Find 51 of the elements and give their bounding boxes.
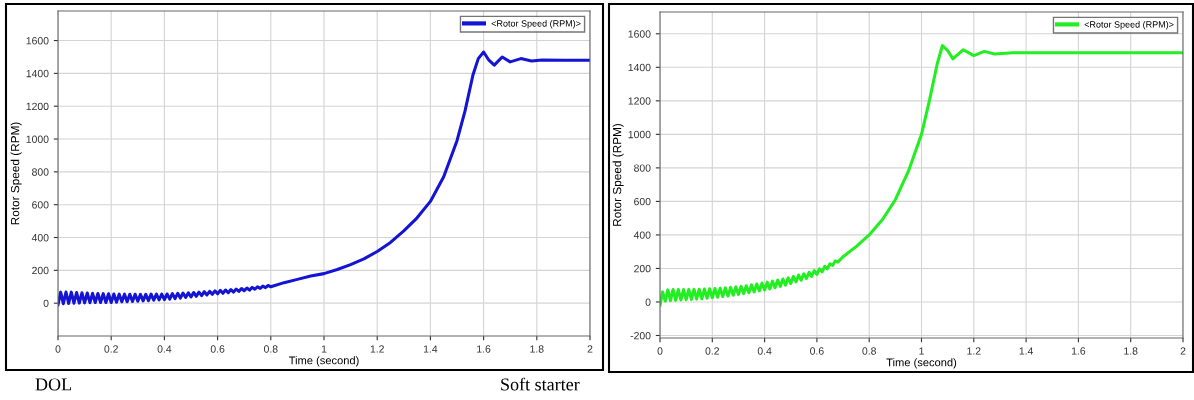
x-tick-label: 1.8 — [530, 345, 544, 353]
y-tick-label: 1600 — [628, 30, 651, 38]
y-tick-label: 800 — [32, 168, 49, 176]
x-tick-label: 1 — [919, 347, 924, 355]
x-tick-label: 0.8 — [263, 345, 278, 353]
y-tick-label: 800 — [634, 164, 651, 172]
x-axis-title: Time (second) — [288, 356, 359, 367]
text: DOL — [35, 378, 72, 391]
x-tick-label: 0.6 — [210, 345, 225, 353]
y-tick-label: 1400 — [628, 63, 651, 72]
x-tick-label: 0.4 — [757, 347, 772, 355]
x-tick-label: 1.2 — [370, 345, 384, 353]
y-tick-label: 0 — [43, 299, 49, 308]
y-tick-label: 1400 — [26, 69, 49, 78]
x-axis-title: Time (second) — [886, 358, 957, 369]
x-tick-label: 2 — [587, 345, 593, 353]
line-series — [660, 43, 1183, 307]
x-tick-label: 2 — [1180, 347, 1186, 355]
text: Soft starter — [501, 377, 580, 391]
x-tick-label: 0.4 — [157, 345, 172, 353]
y-tick-label: 200 — [634, 264, 651, 273]
x-tick-label: 0 — [55, 345, 61, 353]
x-tick-label: 1 — [321, 345, 327, 353]
legend-label: <Rotor Speed (RPM)> — [491, 20, 581, 29]
y-tick-label: 200 — [32, 266, 49, 275]
x-tick-label: 0.2 — [104, 345, 118, 353]
x-tick-label: 1.6 — [1071, 347, 1086, 355]
x-tick-label: 0.8 — [862, 347, 876, 355]
y-tick-label: 600 — [634, 197, 651, 206]
x-tick-label: 0.2 — [705, 347, 720, 355]
y-tick-label: 600 — [32, 201, 49, 209]
y-tick-label: -200 — [630, 331, 651, 340]
x-tick-label: 0 — [657, 347, 663, 355]
y-tick-label: 0 — [645, 298, 651, 306]
y-axis-title: Rotor Speed (RPM) — [612, 123, 624, 226]
y-tick-label: 400 — [633, 231, 651, 239]
x-tick-label: 1.2 — [967, 347, 981, 355]
x-tick-label: 1.8 — [1124, 347, 1138, 355]
legend-label: <Rotor Speed (RPM)> — [1084, 21, 1174, 30]
x-tick-label: 1.4 — [423, 345, 438, 353]
y-tick-label: 400 — [31, 234, 49, 242]
y-tick-label: 1200 — [26, 102, 49, 111]
y-axis-title: Rotor Speed (RPM) — [10, 122, 22, 225]
y-tick-label: 1200 — [628, 97, 651, 105]
y-tick-label: 1000 — [628, 130, 651, 139]
x-tick-label: 0.6 — [810, 347, 824, 355]
x-tick-label: 1.4 — [1019, 347, 1034, 355]
y-tick-label: 1600 — [26, 37, 49, 45]
line-series — [58, 50, 590, 307]
y-tick-label: 1000 — [26, 135, 49, 143]
x-tick-label: 1.6 — [477, 345, 491, 353]
